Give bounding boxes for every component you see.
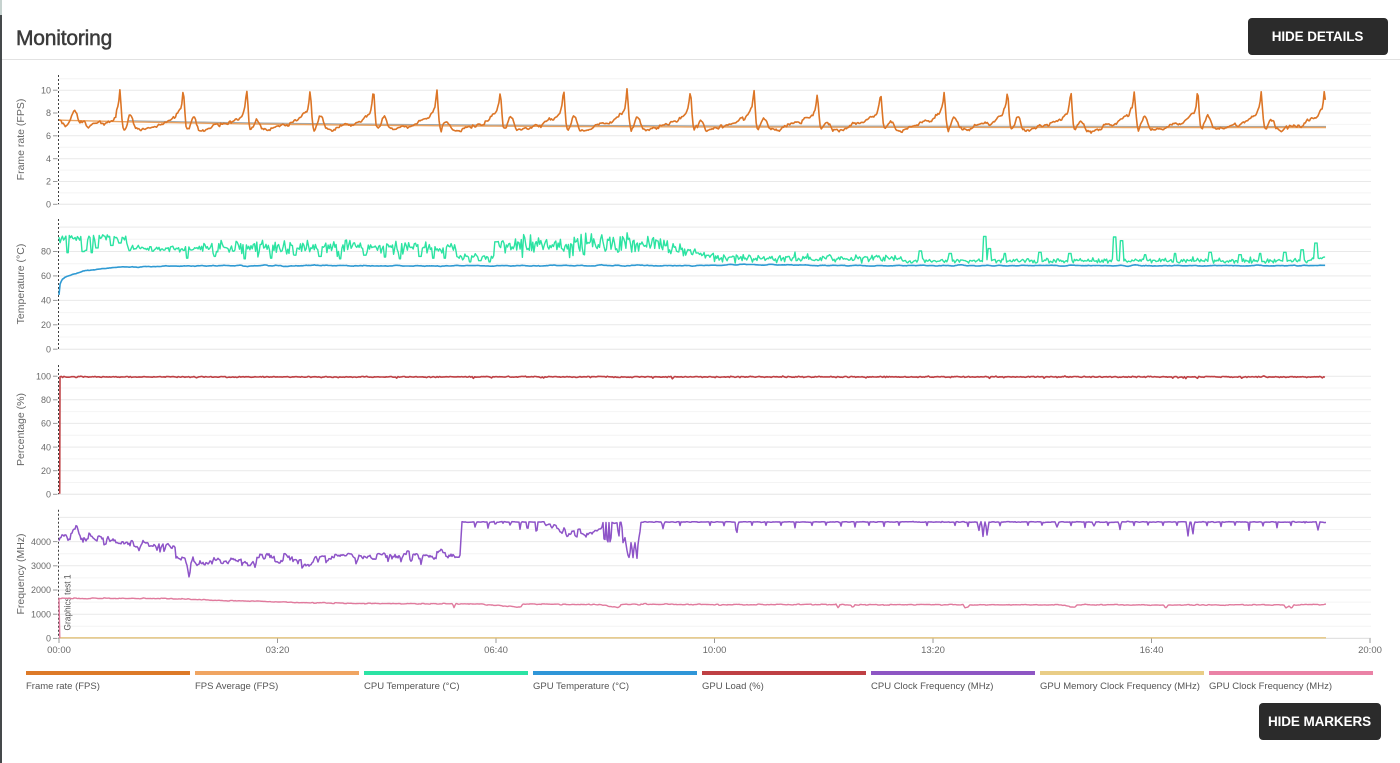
- svg-text:40: 40: [41, 442, 51, 452]
- svg-text:6: 6: [46, 131, 51, 141]
- svg-text:60: 60: [41, 419, 51, 429]
- svg-text:0: 0: [46, 634, 51, 644]
- svg-text:Temperature (°C): Temperature (°C): [15, 244, 27, 325]
- svg-text:03:20: 03:20: [266, 645, 290, 656]
- svg-text:0: 0: [46, 490, 51, 500]
- svg-text:8: 8: [46, 108, 51, 118]
- svg-text:20: 20: [41, 320, 51, 330]
- svg-text:13:20: 13:20: [921, 645, 945, 656]
- svg-text:20:00: 20:00: [1358, 645, 1382, 656]
- svg-text:06:40: 06:40: [484, 645, 508, 656]
- svg-text:2: 2: [46, 177, 51, 187]
- svg-text:100: 100: [36, 371, 51, 381]
- svg-text:3000: 3000: [31, 561, 51, 571]
- svg-text:80: 80: [41, 395, 51, 405]
- svg-text:Graphics test 1: Graphics test 1: [62, 575, 72, 631]
- svg-text:40: 40: [41, 296, 51, 306]
- svg-text:10:00: 10:00: [703, 645, 727, 656]
- svg-text:20: 20: [41, 466, 51, 476]
- svg-text:0: 0: [46, 200, 51, 210]
- svg-text:Percentage (%): Percentage (%): [15, 393, 27, 466]
- svg-text:10: 10: [41, 85, 51, 95]
- svg-text:0: 0: [46, 344, 51, 354]
- svg-text:1000: 1000: [31, 609, 51, 619]
- svg-text:4000: 4000: [31, 537, 51, 547]
- svg-text:60: 60: [41, 271, 51, 281]
- svg-text:2000: 2000: [31, 585, 51, 595]
- svg-text:80: 80: [41, 247, 51, 257]
- svg-text:Frame rate (FPS): Frame rate (FPS): [15, 99, 27, 181]
- svg-text:4: 4: [46, 154, 51, 164]
- svg-text:16:40: 16:40: [1140, 645, 1164, 656]
- svg-text:Frequency (MHz): Frequency (MHz): [15, 533, 27, 614]
- svg-text:00:00: 00:00: [47, 645, 71, 656]
